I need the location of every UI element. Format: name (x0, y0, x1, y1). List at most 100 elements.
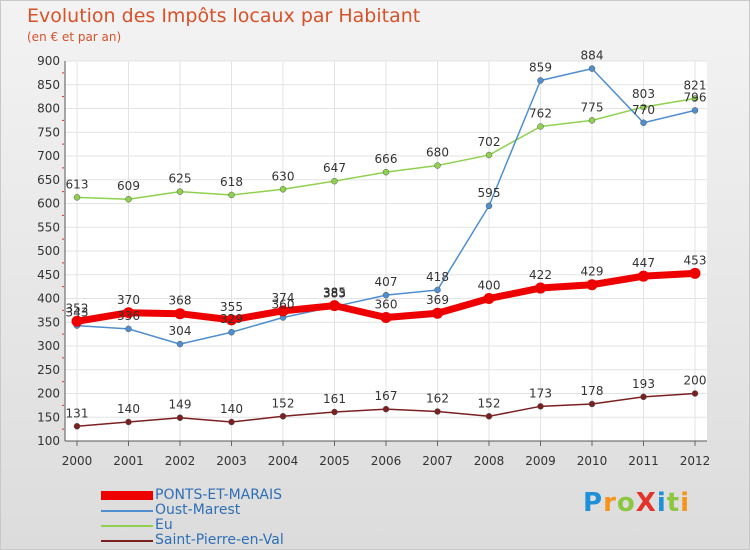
data-label-eu: 821 (684, 79, 707, 93)
grid-lines (65, 60, 707, 442)
data-label-oust-marest: 343 (66, 306, 89, 320)
data-point-ponts-et-marais (689, 267, 701, 279)
data-point-ponts-et-marais (277, 305, 289, 317)
data-point-saint-pierre-en-val (434, 408, 441, 415)
data-point-saint-pierre-en-val (73, 423, 81, 430)
data-label-oust-marest: 383 (323, 287, 346, 301)
y-tick-label: 500 (37, 244, 60, 258)
data-point-saint-pierre-en-val (228, 418, 235, 426)
data-point-eu (537, 123, 544, 130)
data-label-saint-pierre-en-val: 173 (529, 386, 552, 400)
data-label-eu: 775 (581, 100, 604, 114)
data-point-eu (176, 188, 184, 195)
y-tick-label: 350 (37, 315, 60, 329)
data-label-saint-pierre-en-val: 140 (220, 402, 243, 416)
data-label-oust-marest: 304 (169, 324, 192, 338)
data-point-eu (588, 117, 596, 124)
data-label-saint-pierre-en-val: 162 (426, 392, 449, 406)
data-point-eu (382, 168, 390, 176)
data-point-oust-marest (125, 325, 132, 333)
data-label-oust-marest: 796 (684, 90, 707, 104)
data-labels: 131 140 149 140 152 161 167 162 152 173 178 193 200 6… (66, 49, 707, 421)
y-tick-label: 450 (37, 268, 60, 282)
data-point-saint-pierre-en-val (176, 414, 184, 421)
data-point-oust-marest (176, 340, 184, 348)
data-label-eu: 647 (323, 161, 346, 175)
data-label-eu: 666 (375, 152, 398, 166)
data-label-ponts-et-marais: 400 (478, 279, 501, 293)
data-point-oust-marest (537, 77, 544, 84)
data-point-ponts-et-marais (483, 293, 495, 304)
x-tick-label: 2010 (577, 454, 608, 468)
y-tick-label: 750 (37, 125, 60, 139)
data-label-saint-pierre-en-val: 149 (169, 398, 192, 412)
data-label-eu: 702 (478, 135, 501, 149)
data-label-oust-marest: 329 (220, 312, 243, 326)
y-tick-label: 100 (37, 434, 60, 448)
data-point-saint-pierre-en-val (588, 400, 596, 408)
data-point-eu (640, 103, 647, 111)
y-tick-label: 250 (37, 363, 60, 377)
legend-swatch-oust-marest (101, 510, 153, 512)
data-label-ponts-et-marais: 374 (272, 291, 295, 305)
y-tick-label: 850 (37, 78, 60, 92)
data-label-ponts-et-marais: 429 (581, 265, 604, 279)
data-label-saint-pierre-en-val: 140 (117, 402, 140, 416)
y-tick-label: 200 (37, 387, 60, 401)
y-tick-label: 400 (37, 292, 60, 306)
data-point-ponts-et-marais (638, 270, 649, 282)
chart-subtitle: (en € et par an) (27, 30, 122, 44)
data-point-ponts-et-marais (226, 314, 237, 326)
data-point-oust-marest (228, 328, 235, 336)
data-label-ponts-et-marais: 369 (426, 293, 449, 307)
y-tick-label: 550 (37, 220, 60, 234)
data-label-ponts-et-marais: 453 (684, 253, 707, 267)
data-label-saint-pierre-en-val: 167 (375, 389, 398, 403)
data-point-eu (73, 194, 81, 201)
legend-label-eu: Eu (155, 517, 173, 533)
data-point-ponts-et-marais (380, 312, 392, 323)
data-point-oust-marest (691, 107, 699, 114)
data-point-ponts-et-marais (586, 279, 598, 291)
data-point-ponts-et-marais (123, 307, 134, 319)
data-label-ponts-et-marais: 370 (117, 293, 140, 307)
legend-swatch-saint-pierre-en-val (101, 540, 153, 542)
data-point-saint-pierre-en-val (382, 405, 390, 413)
data-label-oust-marest: 770 (632, 103, 655, 117)
legend-label-ponts-et-marais: PONTS-ET-MARAIS (155, 487, 282, 503)
x-tick-label: 2007 (422, 454, 453, 468)
data-label-ponts-et-marais: 368 (169, 294, 192, 308)
data-point-eu (279, 186, 287, 193)
data-label-saint-pierre-en-val: 131 (66, 406, 89, 420)
x-tick-label: 2006 (371, 454, 402, 468)
y-tick-label: 600 (37, 197, 60, 211)
data-label-eu: 803 (632, 87, 655, 101)
data-point-saint-pierre-en-val (537, 403, 544, 410)
x-tick-label: 2004 (268, 454, 299, 468)
x-tick-label: 2000 (62, 454, 93, 468)
y-tick-label: 900 (37, 54, 60, 68)
data-point-eu (434, 162, 441, 169)
legend-swatch-ponts-et-marais (101, 491, 153, 500)
data-label-ponts-et-marais: 385 (323, 286, 346, 300)
data-label-saint-pierre-en-val: 193 (632, 377, 655, 391)
data-label-ponts-et-marais: 355 (220, 300, 243, 314)
data-point-saint-pierre-en-val (331, 408, 338, 416)
y-tick-label: 150 (37, 410, 60, 424)
series-lines (71, 65, 701, 430)
data-point-eu (125, 195, 132, 203)
data-label-eu: 618 (220, 175, 243, 189)
data-point-ponts-et-marais (174, 308, 186, 320)
data-label-ponts-et-marais: 360 (375, 298, 398, 312)
data-label-saint-pierre-en-val: 152 (478, 396, 501, 410)
data-point-saint-pierre-en-val (691, 390, 699, 397)
data-point-saint-pierre-en-val (279, 413, 287, 420)
x-tick-label: 2011 (628, 454, 659, 468)
data-point-oust-marest (588, 65, 596, 72)
data-label-oust-marest: 407 (375, 275, 398, 289)
data-label-oust-marest: 595 (478, 186, 501, 200)
data-label-oust-marest: 859 (529, 60, 552, 74)
data-label-oust-marest: 418 (426, 270, 449, 284)
